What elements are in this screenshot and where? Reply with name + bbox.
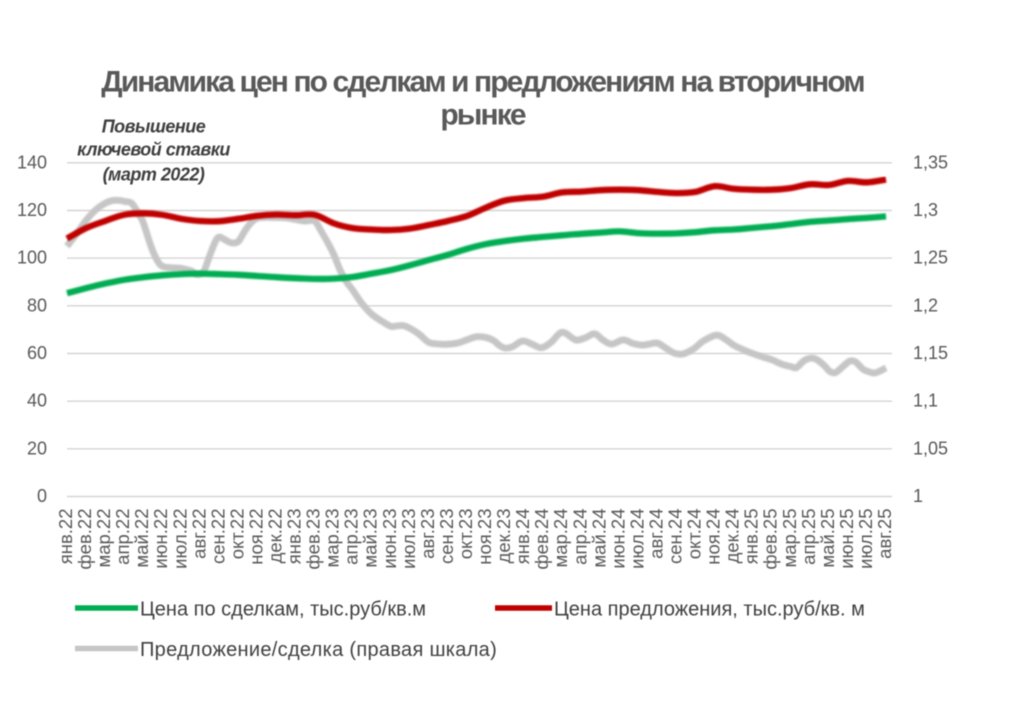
- svg-text:июл.24: июл.24: [626, 509, 647, 569]
- svg-text:май.25: май.25: [817, 509, 838, 568]
- svg-text:мар.25: мар.25: [779, 509, 800, 568]
- svg-text:ноя.23: ноя.23: [474, 509, 495, 565]
- svg-text:апр.24: апр.24: [569, 509, 590, 565]
- svg-text:мар.22: мар.22: [93, 509, 114, 568]
- svg-text:20: 20: [27, 438, 47, 458]
- svg-text:авг.22: авг.22: [188, 509, 209, 559]
- svg-text:1,25: 1,25: [913, 248, 948, 268]
- svg-text:авг.24: авг.24: [645, 509, 666, 559]
- svg-text:фев.22: фев.22: [74, 509, 95, 570]
- svg-text:авг.25: авг.25: [874, 509, 895, 559]
- svg-text:апр.22: апр.22: [112, 509, 133, 565]
- svg-text:ноя.22: ноя.22: [246, 509, 267, 565]
- svg-text:Динамика цен по сделкам и пред: Динамика цен по сделкам и предложениям н…: [101, 66, 864, 99]
- svg-text:май.24: май.24: [588, 509, 609, 568]
- svg-text:100: 100: [17, 248, 47, 268]
- svg-text:сен.24: сен.24: [665, 509, 686, 564]
- svg-text:апр.25: апр.25: [798, 509, 819, 565]
- svg-text:фев.25: фев.25: [760, 509, 781, 570]
- svg-text:май.23: май.23: [360, 509, 381, 568]
- svg-text:янв.25: янв.25: [741, 509, 762, 565]
- svg-text:(март 2022): (март 2022): [103, 164, 205, 184]
- svg-text:рынке: рынке: [440, 99, 525, 132]
- svg-text:авг.23: авг.23: [417, 509, 438, 559]
- svg-text:60: 60: [27, 343, 47, 363]
- svg-text:мар.23: мар.23: [322, 509, 343, 568]
- svg-text:дек.24: дек.24: [722, 509, 743, 564]
- svg-text:Предложение/сделка (правая шка: Предложение/сделка (правая шкала): [140, 639, 497, 661]
- svg-text:1,2: 1,2: [913, 295, 938, 315]
- svg-text:40: 40: [27, 391, 47, 411]
- svg-text:июл.22: июл.22: [169, 509, 190, 569]
- svg-text:янв.24: янв.24: [512, 509, 533, 565]
- svg-text:дек.23: дек.23: [493, 509, 514, 564]
- svg-text:1,15: 1,15: [913, 343, 948, 363]
- svg-text:120: 120: [17, 200, 47, 220]
- svg-text:фев.23: фев.23: [303, 509, 324, 570]
- svg-text:июн.25: июн.25: [836, 509, 857, 569]
- svg-text:янв.22: янв.22: [55, 509, 76, 565]
- svg-text:фев.24: фев.24: [531, 509, 552, 570]
- svg-text:ключевой ставки: ключевой ставки: [77, 140, 230, 160]
- svg-text:май.22: май.22: [131, 509, 152, 568]
- svg-text:1,05: 1,05: [913, 438, 948, 458]
- svg-text:окт.23: окт.23: [455, 509, 476, 560]
- svg-text:Цена по сделкам, тыс.руб/кв.м: Цена по сделкам, тыс.руб/кв.м: [140, 599, 426, 621]
- svg-text:июн.23: июн.23: [379, 509, 400, 569]
- svg-text:апр.23: апр.23: [341, 509, 362, 565]
- svg-text:июл.25: июл.25: [855, 509, 876, 569]
- svg-text:80: 80: [27, 295, 47, 315]
- svg-text:июн.24: июн.24: [607, 509, 628, 569]
- svg-text:0: 0: [37, 486, 47, 506]
- svg-text:сен.22: сен.22: [207, 509, 228, 564]
- svg-text:1,35: 1,35: [913, 152, 948, 172]
- svg-text:Повышение: Повышение: [102, 116, 206, 136]
- svg-text:июн.22: июн.22: [150, 509, 171, 569]
- svg-text:мар.24: мар.24: [550, 509, 571, 568]
- svg-text:сен.23: сен.23: [436, 509, 457, 564]
- svg-text:дек.22: дек.22: [265, 509, 286, 564]
- svg-text:Цена предложения, тыс.руб/кв.: Цена предложения, тыс.руб/кв. м: [554, 599, 865, 621]
- svg-text:ноя.24: ноя.24: [703, 509, 724, 565]
- svg-text:июл.23: июл.23: [398, 509, 419, 569]
- svg-text:окт.24: окт.24: [684, 509, 705, 560]
- svg-text:окт.22: окт.22: [226, 509, 247, 560]
- svg-text:140: 140: [17, 152, 47, 172]
- svg-text:1: 1: [913, 486, 923, 506]
- svg-text:1,3: 1,3: [913, 200, 938, 220]
- svg-text:янв.23: янв.23: [284, 509, 305, 565]
- svg-text:1,1: 1,1: [913, 391, 938, 411]
